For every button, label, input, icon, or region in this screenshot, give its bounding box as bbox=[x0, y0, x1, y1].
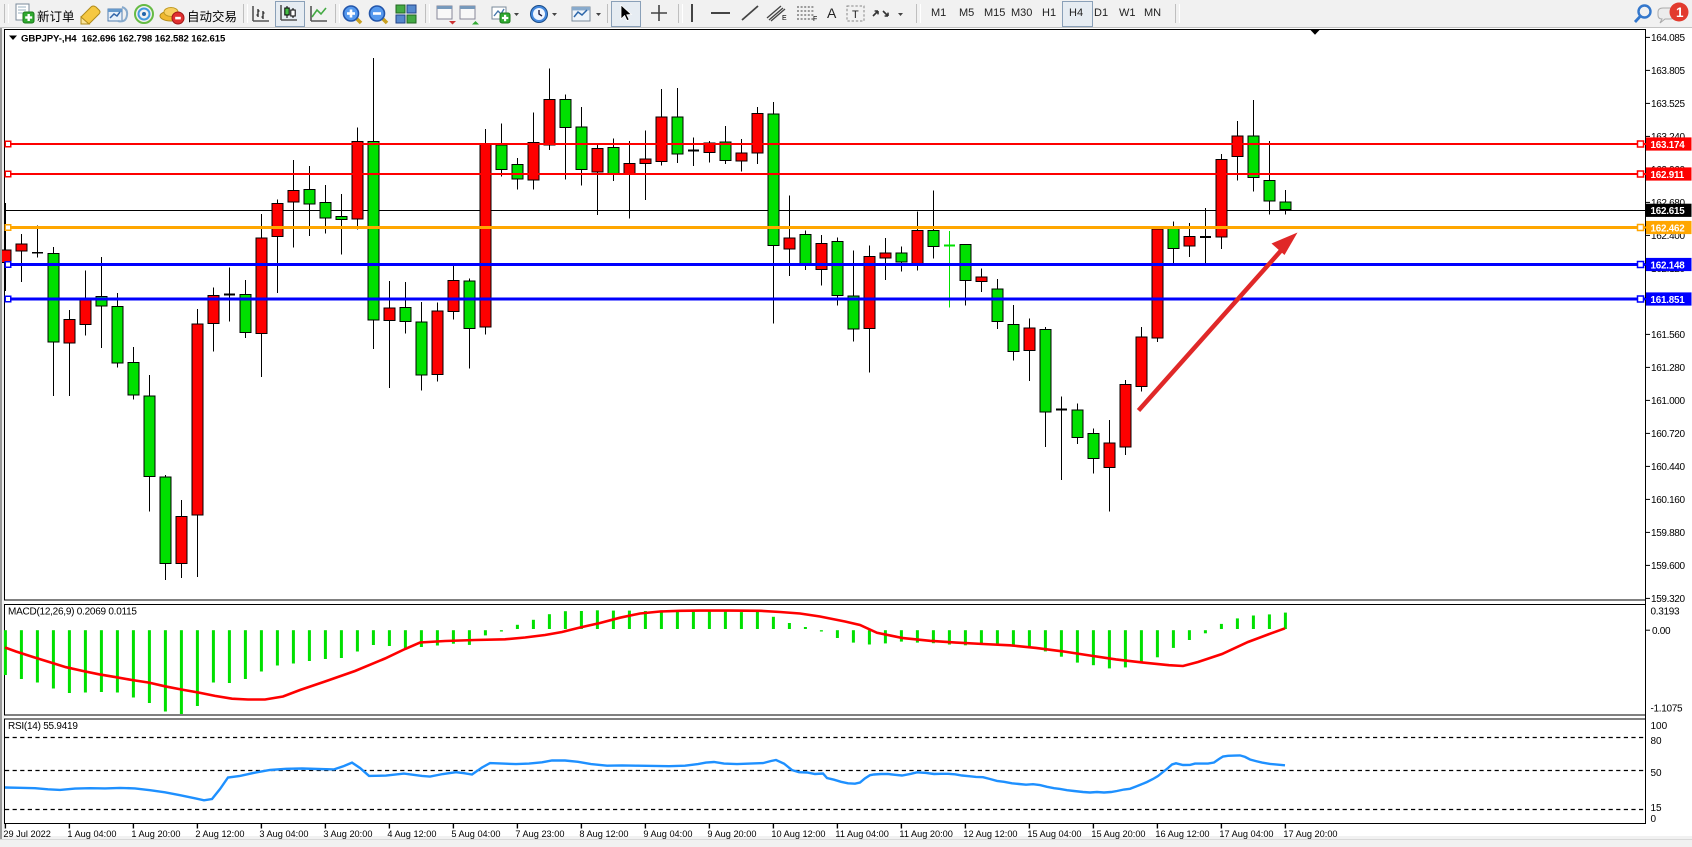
svg-text:1 Aug 20:00: 1 Aug 20:00 bbox=[131, 829, 180, 839]
svg-text:10 Aug 12:00: 10 Aug 12:00 bbox=[771, 829, 825, 839]
svg-text:162.680: 162.680 bbox=[1651, 198, 1685, 209]
svg-text:11 Aug 20:00: 11 Aug 20:00 bbox=[899, 829, 952, 839]
svg-text:0.3193: 0.3193 bbox=[1651, 607, 1681, 618]
svg-text:164.085: 164.085 bbox=[1651, 33, 1685, 44]
svg-text:-1.1075: -1.1075 bbox=[1651, 703, 1684, 714]
svg-text:162.400: 162.400 bbox=[1651, 231, 1685, 242]
svg-text:163.174: 163.174 bbox=[1651, 140, 1686, 151]
svg-text:160.160: 160.160 bbox=[1651, 495, 1685, 506]
svg-text:F: F bbox=[813, 16, 817, 22]
svg-text:3 Aug 04:00: 3 Aug 04:00 bbox=[259, 829, 308, 839]
svg-text:9 Aug 04:00: 9 Aug 04:00 bbox=[643, 829, 692, 839]
svg-text:161.280: 161.280 bbox=[1651, 363, 1685, 374]
svg-text:3 Aug 20:00: 3 Aug 20:00 bbox=[323, 829, 372, 839]
svg-text:80: 80 bbox=[1651, 736, 1663, 747]
svg-text:RSI(14) 55.9419: RSI(14) 55.9419 bbox=[8, 721, 78, 732]
svg-text:162.462: 162.462 bbox=[1651, 223, 1686, 234]
svg-text:163.525: 163.525 bbox=[1651, 99, 1685, 110]
svg-text:100: 100 bbox=[1651, 721, 1668, 732]
svg-text:160.720: 160.720 bbox=[1651, 429, 1685, 440]
svg-text:5 Aug 04:00: 5 Aug 04:00 bbox=[451, 829, 500, 839]
svg-text:GBPJPY-,H4 162.696 162.798 16: GBPJPY-,H4 162.696 162.798 162.582 162.6… bbox=[21, 33, 226, 44]
svg-text:4 Aug 12:00: 4 Aug 12:00 bbox=[387, 829, 436, 839]
svg-text:159.600: 159.600 bbox=[1651, 561, 1685, 572]
svg-text:29 Jul 2022: 29 Jul 2022 bbox=[3, 829, 51, 839]
svg-text:161.560: 161.560 bbox=[1651, 330, 1685, 341]
svg-text:159.880: 159.880 bbox=[1651, 528, 1685, 539]
svg-text:162.911: 162.911 bbox=[1651, 170, 1685, 181]
svg-text:163.805: 163.805 bbox=[1651, 66, 1685, 77]
svg-text:7 Aug 23:00: 7 Aug 23:00 bbox=[515, 829, 564, 839]
svg-text:50: 50 bbox=[1651, 768, 1663, 779]
svg-text:1: 1 bbox=[1676, 5, 1684, 20]
svg-text:162.148: 162.148 bbox=[1651, 260, 1686, 271]
svg-text:17 Aug 20:00: 17 Aug 20:00 bbox=[1283, 829, 1337, 839]
svg-text:161.851: 161.851 bbox=[1651, 295, 1686, 306]
svg-text:MACD(12,26,9) 0.2069 0.0115: MACD(12,26,9) 0.2069 0.0115 bbox=[8, 607, 137, 618]
svg-text:2 Aug 12:00: 2 Aug 12:00 bbox=[195, 829, 244, 839]
svg-text:162.615: 162.615 bbox=[1651, 206, 1686, 217]
svg-text:161.000: 161.000 bbox=[1651, 396, 1685, 407]
svg-text:12 Aug 12:00: 12 Aug 12:00 bbox=[963, 829, 1017, 839]
svg-text:T: T bbox=[852, 9, 859, 21]
svg-text:1 Aug 04:00: 1 Aug 04:00 bbox=[67, 829, 116, 839]
svg-text:9 Aug 20:00: 9 Aug 20:00 bbox=[707, 829, 756, 839]
svg-text:8 Aug 12:00: 8 Aug 12:00 bbox=[579, 829, 628, 839]
svg-text:159.320: 159.320 bbox=[1651, 594, 1685, 605]
svg-text:15: 15 bbox=[1651, 803, 1663, 814]
svg-text:0.00: 0.00 bbox=[1652, 626, 1671, 637]
svg-text:11 Aug 04:00: 11 Aug 04:00 bbox=[835, 829, 888, 839]
svg-text:160.440: 160.440 bbox=[1651, 462, 1685, 473]
svg-text:E: E bbox=[782, 15, 787, 22]
svg-text:0: 0 bbox=[1651, 814, 1657, 825]
svg-text:15 Aug 04:00: 15 Aug 04:00 bbox=[1027, 829, 1081, 839]
svg-text:16 Aug 12:00: 16 Aug 12:00 bbox=[1155, 829, 1209, 839]
svg-text:17 Aug 04:00: 17 Aug 04:00 bbox=[1219, 829, 1273, 839]
svg-text:15 Aug 20:00: 15 Aug 20:00 bbox=[1091, 829, 1145, 839]
